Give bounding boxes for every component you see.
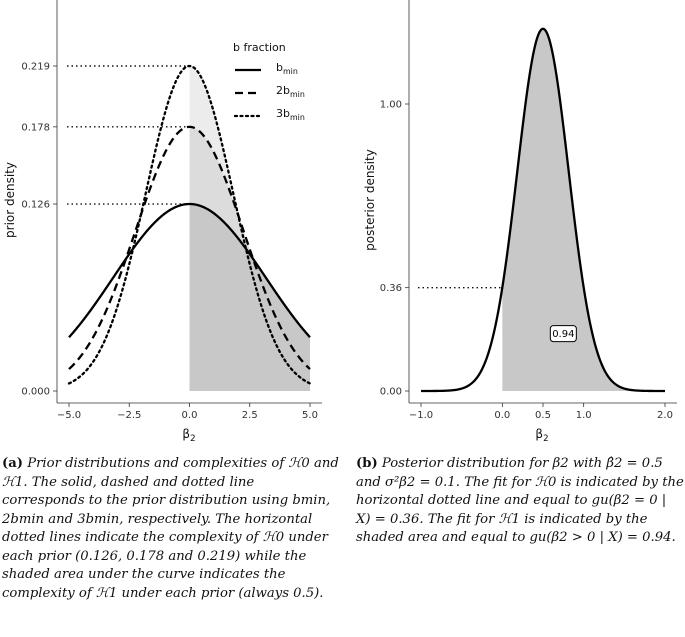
panel-b-ylabel: posterior density xyxy=(363,149,377,251)
caption-b-label: (b) xyxy=(356,456,378,471)
legend-title: b fraction xyxy=(233,41,286,54)
shaded-area-H1-posterior xyxy=(502,28,665,392)
panel-a-xtick-label: −5.0 xyxy=(57,410,81,421)
legend-label-2bmin: 2bmin xyxy=(276,84,305,99)
panel-b-xlabel: β2 xyxy=(535,427,548,444)
panel-b-xtick-label: −1.0 xyxy=(409,410,433,421)
panel-a-xtick-label: −2.5 xyxy=(117,410,141,421)
panel-b-ytick-label: 0.36 xyxy=(380,283,402,294)
panel-a-ytick-label: 0.000 xyxy=(21,387,50,398)
panel-b-xtick-label: 0.0 xyxy=(494,410,510,421)
prior-curve-3bmin xyxy=(67,64,312,385)
panel-a-xlabel: β2 xyxy=(182,427,195,444)
panel-b-xtick-label: 1.0 xyxy=(576,410,592,421)
caption-b-text: Posterior distribution for β2 with β̂2 =… xyxy=(356,456,684,545)
caption-a: (a) Prior distributions and complexities… xyxy=(2,455,340,603)
fit-h1-label-box xyxy=(549,325,577,343)
legend-box xyxy=(223,32,311,128)
fit-h1-label: 0.94 xyxy=(552,329,574,340)
panel-a-xtick-label: 5.0 xyxy=(302,410,318,421)
panel-b-xtick-label: 0.5 xyxy=(535,410,551,421)
prior-curve-bmin xyxy=(68,202,311,339)
panel-b-ytick-label: 0.00 xyxy=(380,387,402,398)
panel-a-xtick-label: 0.0 xyxy=(182,410,198,421)
panel-b-xtick-label: 2.0 xyxy=(657,410,673,421)
caption-a-text: Prior distributions and complexities of … xyxy=(2,456,339,601)
caption-b: (b) Posterior distribution for β2 with β… xyxy=(356,455,684,548)
panel-a-xtick-label: 2.5 xyxy=(242,410,258,421)
legend-label-3bmin: 3bmin xyxy=(276,107,305,122)
panel-a-ylabel: prior density xyxy=(3,162,17,238)
legend-label-bmin: bmin xyxy=(276,61,298,76)
prior-curve-2bmin xyxy=(68,125,311,370)
caption-a-label: (a) xyxy=(2,456,24,471)
panel-a-ytick-label: 0.219 xyxy=(21,62,50,73)
panel-a-ytick-label: 0.126 xyxy=(21,200,50,211)
panel-a-ytick-label: 0.178 xyxy=(21,122,50,133)
shaded-area-H1-1 xyxy=(189,204,310,391)
posterior-curve xyxy=(420,27,666,393)
panel-b-ytick-label: 1.00 xyxy=(380,100,402,111)
